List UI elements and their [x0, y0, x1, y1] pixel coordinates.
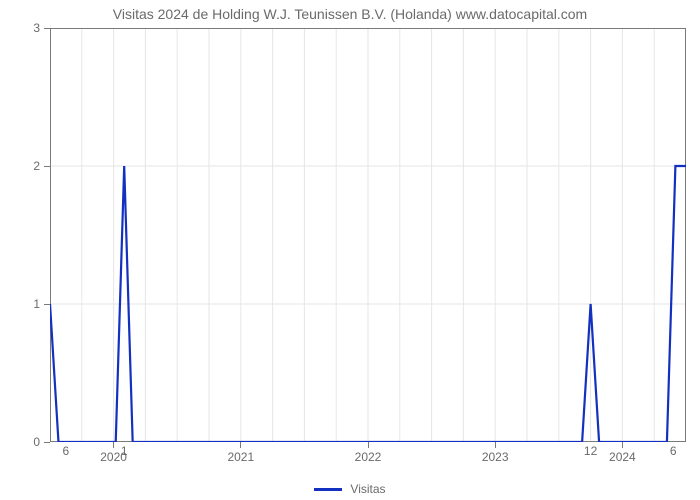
- y-tick: [44, 304, 50, 305]
- x-tick: [113, 442, 114, 448]
- x-tick-label: 2024: [609, 450, 636, 464]
- x-tick-label: 2023: [482, 450, 509, 464]
- data-callout: 6: [670, 444, 677, 458]
- y-tick-label: 0: [33, 435, 40, 449]
- x-tick: [240, 442, 241, 448]
- x-tick: [368, 442, 369, 448]
- y-tick-label: 3: [33, 21, 40, 35]
- x-tick-label: 2022: [355, 450, 382, 464]
- data-callout: 6: [63, 444, 70, 458]
- legend-swatch: [314, 488, 342, 491]
- x-tick-label: 2021: [227, 450, 254, 464]
- y-tick-label: 1: [33, 297, 40, 311]
- y-tick-label: 2: [33, 159, 40, 173]
- chart-title: Visitas 2024 de Holding W.J. Teunissen B…: [0, 6, 700, 22]
- data-callout: 12: [584, 444, 597, 458]
- x-tick: [622, 442, 623, 448]
- legend-label: Visitas: [350, 482, 385, 496]
- y-tick: [44, 442, 50, 443]
- plot-svg: [50, 28, 686, 442]
- legend: Visitas: [0, 482, 700, 496]
- y-tick: [44, 166, 50, 167]
- x-tick: [495, 442, 496, 448]
- plot-area: [50, 28, 686, 442]
- line-chart: Visitas 2024 de Holding W.J. Teunissen B…: [0, 0, 700, 500]
- data-callout: 1: [121, 444, 128, 458]
- y-tick: [44, 28, 50, 29]
